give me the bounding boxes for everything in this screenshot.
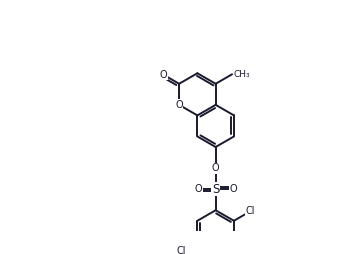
Text: Cl: Cl (176, 246, 186, 254)
Text: CH₃: CH₃ (233, 70, 250, 79)
Text: O: O (195, 184, 202, 194)
Text: O: O (212, 163, 220, 173)
Text: S: S (212, 183, 219, 196)
Text: O: O (229, 184, 237, 194)
Text: O: O (175, 100, 183, 110)
Text: Cl: Cl (246, 206, 255, 216)
Text: O: O (160, 70, 168, 80)
